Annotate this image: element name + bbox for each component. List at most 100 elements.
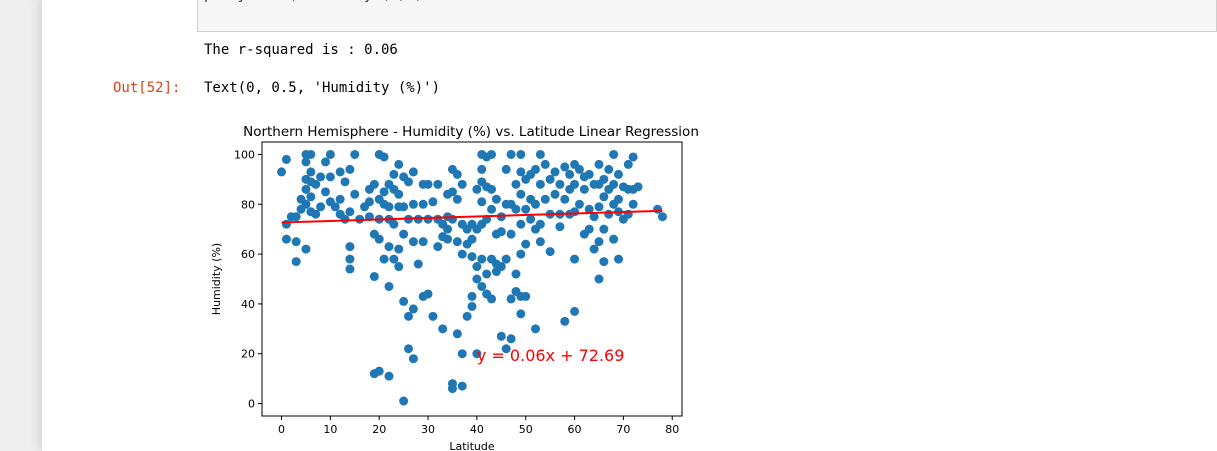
- data-point: [325, 149, 335, 159]
- data-point: [599, 192, 609, 202]
- data-point: [399, 396, 409, 406]
- regression-line: [281, 209, 663, 224]
- y-tick-label: 60: [241, 248, 255, 261]
- data-point: [526, 214, 536, 224]
- data-point: [428, 197, 438, 207]
- data-point: [301, 244, 311, 254]
- data-point: [535, 219, 545, 229]
- data-point: [506, 229, 516, 239]
- code-cell-input[interactable]: plt.ylabel('Humidity (%)'): [197, 0, 1217, 32]
- data-point: [433, 179, 443, 189]
- data-point: [399, 229, 409, 239]
- data-point: [306, 149, 316, 159]
- data-point: [418, 199, 428, 209]
- data-point: [589, 244, 599, 254]
- data-point: [516, 189, 526, 199]
- data-point: [438, 324, 448, 334]
- data-point: [570, 306, 580, 316]
- data-point: [574, 199, 584, 209]
- data-point: [516, 149, 526, 159]
- data-point: [457, 249, 467, 259]
- data-point: [467, 301, 477, 311]
- data-point: [404, 177, 414, 187]
- data-point: [428, 311, 438, 321]
- data-point: [609, 234, 619, 244]
- data-point: [521, 239, 531, 249]
- data-point: [281, 219, 291, 229]
- data-point: [555, 222, 565, 232]
- x-tick-label: 80: [665, 423, 679, 436]
- data-point: [316, 172, 326, 182]
- data-point: [423, 214, 433, 224]
- data-point: [394, 262, 404, 272]
- data-point: [330, 202, 340, 212]
- data-point: [447, 214, 457, 224]
- data-point: [511, 204, 521, 214]
- data-point: [457, 179, 467, 189]
- data-point: [374, 366, 384, 376]
- stream-output: The r-squared is : 0.06: [204, 42, 398, 58]
- data-point: [560, 162, 570, 172]
- data-point: [491, 194, 501, 204]
- data-point: [340, 214, 350, 224]
- x-tick-label: 50: [519, 423, 533, 436]
- data-point: [404, 344, 414, 354]
- data-point: [535, 237, 545, 247]
- data-point: [516, 309, 526, 319]
- data-point: [345, 207, 355, 217]
- data-point: [316, 202, 326, 212]
- data-point: [281, 234, 291, 244]
- data-point: [501, 164, 511, 174]
- data-point: [394, 244, 404, 254]
- data-point: [472, 184, 482, 194]
- data-point: [589, 212, 599, 222]
- data-point: [462, 311, 472, 321]
- data-point: [594, 202, 604, 212]
- data-point: [487, 204, 497, 214]
- x-tick-label: 30: [421, 423, 435, 436]
- data-point: [447, 187, 457, 197]
- data-point: [604, 164, 614, 174]
- data-point: [560, 316, 570, 326]
- data-point: [467, 234, 477, 244]
- data-point: [594, 159, 604, 169]
- data-point: [394, 159, 404, 169]
- y-axis-ticks: 0 20 40 60 80 100: [234, 148, 262, 411]
- data-point: [452, 237, 462, 247]
- data-point: [384, 202, 394, 212]
- data-point: [345, 264, 355, 274]
- scatter-chart: Northern Hemisphere - Humidity (%) vs. L…: [210, 124, 699, 451]
- data-point: [408, 167, 418, 177]
- data-point: [628, 199, 638, 209]
- data-point: [506, 149, 516, 159]
- data-point: [516, 219, 526, 229]
- data-point: [452, 169, 462, 179]
- data-point: [599, 257, 609, 267]
- x-tick-label: 20: [372, 423, 386, 436]
- data-point: [472, 262, 482, 272]
- data-point: [394, 189, 404, 199]
- data-point: [653, 204, 663, 214]
- data-point: [408, 304, 418, 314]
- data-point: [404, 311, 414, 321]
- data-point: [535, 149, 545, 159]
- data-point: [423, 289, 433, 299]
- data-point: [452, 329, 462, 339]
- data-point: [467, 291, 477, 301]
- y-tick-label: 40: [241, 298, 255, 311]
- data-point: [443, 224, 453, 234]
- data-point: [399, 202, 409, 212]
- data-point: [443, 234, 453, 244]
- data-point: [389, 169, 399, 179]
- data-point: [345, 242, 355, 252]
- out-prompt: Out[52]:: [113, 80, 181, 96]
- data-point: [452, 194, 462, 204]
- data-point: [623, 159, 633, 169]
- data-point: [291, 212, 301, 222]
- x-axis-label: Latitude: [449, 440, 495, 451]
- data-point: [389, 219, 399, 229]
- data-point: [496, 227, 506, 237]
- data-point: [501, 344, 511, 354]
- data-point: [384, 242, 394, 252]
- data-point: [496, 262, 506, 272]
